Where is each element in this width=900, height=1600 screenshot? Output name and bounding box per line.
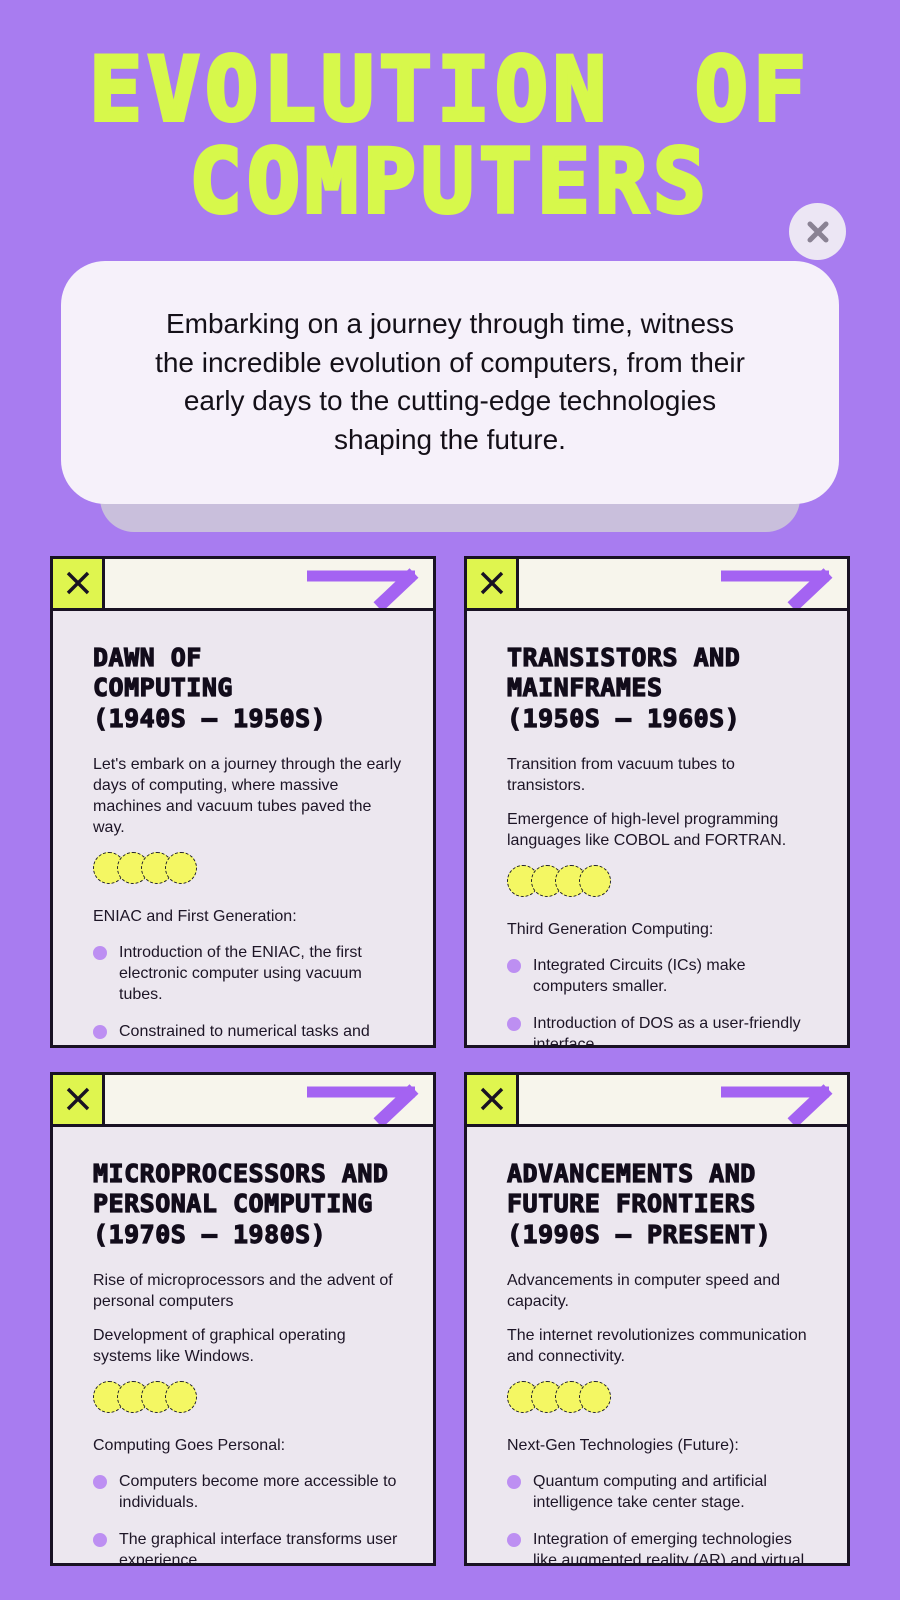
yellow-dot	[579, 865, 611, 898]
window-titlebar	[53, 1074, 433, 1127]
window-close-button[interactable]	[467, 558, 519, 608]
diagonal-arrow-icon	[716, 559, 847, 608]
card-paragraph: Rise of microprocessors and the advent o…	[93, 1272, 393, 1311]
card-paragraph: Emergence of high-level programming lang…	[507, 811, 787, 850]
card-title: DAWN OF COMPUTING (1940S – 1950S)	[92, 642, 327, 733]
bullet-item: The graphical interface transforms user …	[93, 1529, 403, 1563]
list-header: Third Generation Computing:	[507, 921, 714, 939]
window-titlebar	[53, 558, 433, 611]
list-header: Next-Gen Technologies (Future):	[507, 1437, 739, 1455]
card-paragraph: The internet revolutionizes communicatio…	[507, 1327, 807, 1366]
bullet-item: Integration of emerging technologies lik…	[507, 1529, 817, 1563]
page-title-line2: COMPUTERS	[187, 129, 711, 233]
yellow-dots-decoration	[507, 1381, 817, 1414]
card-title: ADVANCEMENTS AND FUTURE FRONTIERS (1990S…	[506, 1158, 772, 1249]
card-paragraph: Advancements in computer speed and capac…	[507, 1272, 781, 1311]
bullet-list: Computers become more accessible to indi…	[93, 1471, 403, 1563]
era-cards-grid: DAWN OF COMPUTING (1940S – 1950S) Let's …	[0, 555, 900, 1566]
x-icon	[480, 1087, 503, 1111]
card-title: MICROPROCESSORS AND PERSONAL COMPUTING (…	[92, 1158, 389, 1249]
yellow-dot	[165, 852, 197, 885]
x-icon	[66, 1087, 89, 1111]
diagonal-arrow-icon	[302, 1075, 433, 1124]
page-title: EVOLUTION OF COMPUTERS	[0, 0, 900, 233]
card-paragraphs: Let's embark on a journey through the ea…	[93, 754, 403, 838]
yellow-dots-decoration	[93, 1381, 403, 1414]
era-card: DAWN OF COMPUTING (1940S – 1950S) Let's …	[50, 555, 436, 1048]
yellow-dot	[165, 1381, 197, 1414]
yellow-dots-decoration	[93, 852, 403, 885]
bullet-list: Integrated Circuits (ICs) make computers…	[507, 955, 817, 1045]
card-paragraphs: Rise of microprocessors and the advent o…	[93, 1270, 403, 1367]
bullet-item: Computers become more accessible to indi…	[93, 1471, 403, 1513]
card-paragraph: Let's embark on a journey through the ea…	[93, 756, 402, 837]
card-paragraph: Development of graphical operating syste…	[93, 1327, 346, 1366]
close-button[interactable]	[789, 203, 846, 260]
era-card: MICROPROCESSORS AND PERSONAL COMPUTING (…	[50, 1071, 436, 1566]
card-body: MICROPROCESSORS AND PERSONAL COMPUTING (…	[53, 1127, 433, 1563]
card-title: TRANSISTORS AND MAINFRAMES (1950S – 1960…	[506, 642, 741, 733]
card-paragraphs: Transition from vacuum tubes to transist…	[507, 754, 817, 851]
intro-text: Embarking on a journey through time, wit…	[155, 308, 745, 455]
window-titlebar	[467, 558, 847, 611]
x-icon	[480, 571, 503, 595]
window-close-button[interactable]	[53, 1074, 105, 1124]
card-paragraph: Transition from vacuum tubes to transist…	[507, 756, 735, 795]
x-icon	[66, 571, 89, 595]
era-card: ADVANCEMENTS AND FUTURE FRONTIERS (1990S…	[464, 1071, 850, 1566]
page-title-line1: EVOLUTION OF	[87, 38, 811, 141]
bullet-item: Integrated Circuits (ICs) make computers…	[507, 955, 817, 997]
bullet-list: Introduction of the ENIAC, the first ele…	[93, 942, 403, 1045]
diagonal-arrow-icon	[716, 1075, 847, 1124]
yellow-dot	[531, 1381, 563, 1414]
x-icon	[807, 221, 828, 242]
bullet-item: Introduction of the ENIAC, the first ele…	[93, 942, 403, 1005]
window-close-button[interactable]	[467, 1074, 519, 1124]
card-paragraphs: Advancements in computer speed and capac…	[507, 1270, 817, 1367]
list-header: Computing Goes Personal:	[93, 1437, 286, 1455]
diagonal-arrow-icon	[302, 559, 433, 608]
yellow-dots-decoration	[507, 865, 817, 898]
card-body: ADVANCEMENTS AND FUTURE FRONTIERS (1990S…	[467, 1127, 847, 1563]
window-titlebar	[467, 1074, 847, 1127]
card-body: TRANSISTORS AND MAINFRAMES (1950S – 1960…	[467, 611, 847, 1045]
window-close-button[interactable]	[53, 558, 105, 608]
bullet-item: Quantum computing and artificial intelli…	[507, 1471, 817, 1513]
bullet-item: Introduction of DOS as a user-friendly i…	[507, 1013, 817, 1045]
era-card: TRANSISTORS AND MAINFRAMES (1950S – 1960…	[464, 555, 850, 1048]
list-header: ENIAC and First Generation:	[93, 908, 297, 926]
intro-card: Embarking on a journey through time, wit…	[61, 261, 839, 504]
yellow-dot	[579, 1381, 611, 1414]
bullet-list: Quantum computing and artificial intelli…	[507, 1471, 817, 1563]
card-body: DAWN OF COMPUTING (1940S – 1950S) Let's …	[53, 611, 433, 1045]
bullet-item: Constrained to numerical tasks and signi…	[93, 1021, 403, 1045]
